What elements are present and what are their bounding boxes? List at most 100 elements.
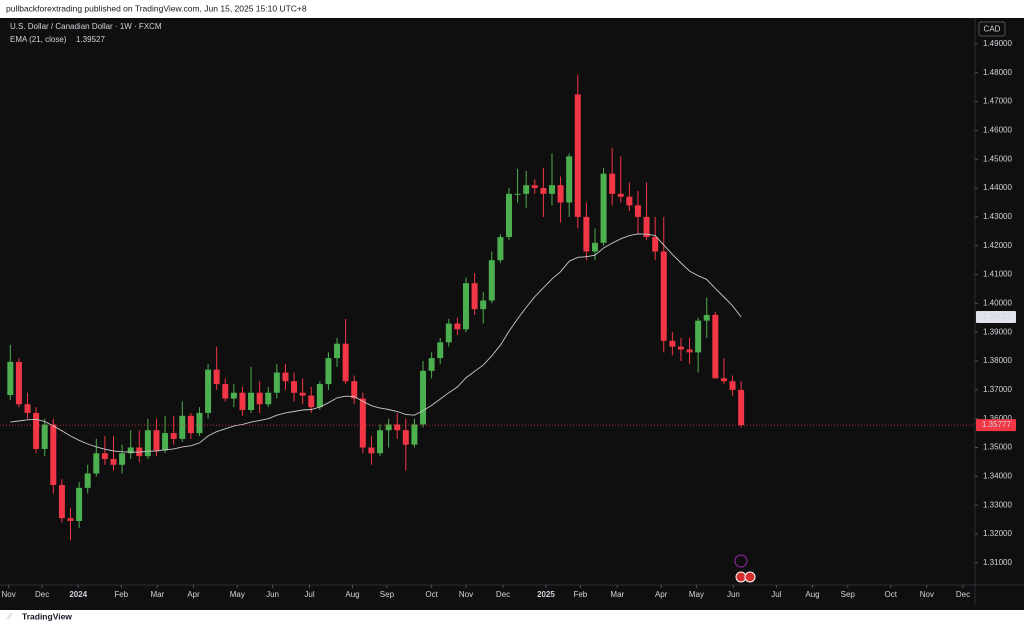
x-tick-label: Dec <box>35 590 49 599</box>
x-tick-label: Jul <box>771 590 781 599</box>
y-tick-label: 1.46000 <box>983 126 1012 135</box>
candle-body <box>248 392 255 411</box>
candle-body <box>316 384 323 408</box>
y-tick-label: 1.41000 <box>983 270 1012 279</box>
x-tick-label: Sep <box>841 590 856 599</box>
x-tick-label: Mar <box>150 590 164 599</box>
y-tick-label: 1.38000 <box>983 356 1012 365</box>
candle-body <box>359 398 366 448</box>
y-tick-label: 1.45000 <box>983 154 1012 163</box>
currency-box[interactable] <box>978 21 1006 37</box>
candle-body <box>600 173 607 243</box>
x-tick-label: May <box>230 590 245 599</box>
candle-body <box>170 433 177 439</box>
chart-bg <box>0 18 1024 610</box>
candle-body <box>471 283 478 310</box>
candle-body <box>411 424 418 445</box>
candle-body <box>33 412 40 449</box>
candle-body <box>634 205 641 217</box>
currency: CAD <box>984 25 1001 34</box>
y-tick-label: 1.44000 <box>983 183 1012 192</box>
candle-body <box>591 242 598 252</box>
candle-body <box>652 237 659 252</box>
candle-body <box>445 323 452 343</box>
y-tick-label: 1.36000 <box>983 414 1012 423</box>
candle-body <box>505 193 512 238</box>
candle-body <box>119 453 126 465</box>
x-tick-label: Nov <box>1 590 15 599</box>
candle-body <box>342 343 349 382</box>
candle-body <box>566 156 573 203</box>
candle-body <box>609 173 616 194</box>
candle-body <box>144 430 151 457</box>
candle-body <box>454 323 461 330</box>
candle-body <box>7 361 14 396</box>
x-tick-label: Jun <box>266 590 279 599</box>
candle-body <box>308 395 315 408</box>
x-tick-label: Aug <box>805 590 819 599</box>
y-tick-label: 1.42000 <box>983 241 1012 250</box>
candle-body <box>351 381 358 399</box>
candle-body <box>514 193 521 195</box>
candle-body <box>583 216 590 252</box>
candle-body <box>617 193 624 197</box>
y-tick-label: 1.47000 <box>983 97 1012 106</box>
candle-body <box>213 369 220 385</box>
candle-body <box>325 358 332 385</box>
candle-body <box>686 349 693 353</box>
y-tick-label: 1.34000 <box>983 471 1012 480</box>
candle-body <box>239 392 246 411</box>
candle-body <box>273 372 280 393</box>
candle-body <box>230 392 237 399</box>
candle-body <box>24 404 31 413</box>
candle-body <box>299 392 306 396</box>
candle-body <box>222 384 229 399</box>
candle-body <box>712 314 719 379</box>
candle-body <box>540 188 547 194</box>
candle-body <box>463 283 470 330</box>
event-icon[interactable] <box>734 554 748 568</box>
event-icons[interactable] <box>734 554 756 583</box>
y-tick-label: 1.40000 <box>983 298 1012 307</box>
candle-body <box>488 260 495 301</box>
x-tick-label: May <box>689 590 704 599</box>
brand: TradingView <box>22 611 72 621</box>
candle-body <box>669 340 676 347</box>
x-tick-label: Jul <box>304 590 314 599</box>
candle-body <box>420 370 427 425</box>
y-tick-label: 1.37000 <box>983 385 1012 394</box>
candle-body <box>385 424 392 431</box>
candle-body <box>41 424 48 449</box>
candle-body <box>394 424 401 431</box>
candle-body <box>368 447 375 454</box>
y-tick-label: 1.49000 <box>983 39 1012 48</box>
x-tick-label: 2025 <box>537 590 555 599</box>
candle-body <box>67 518 74 522</box>
ema-legend-value: 1.39527 <box>76 35 105 44</box>
candle-body <box>497 237 504 261</box>
candle-body <box>402 430 409 445</box>
candle-body <box>93 453 100 474</box>
candle-body <box>574 94 581 217</box>
x-tick-label: Feb <box>573 590 587 599</box>
candle-body <box>531 185 538 189</box>
x-tick-label: Sep <box>380 590 395 599</box>
ema-value-label: 1.39527 <box>982 312 1011 321</box>
x-tick-label: Jun <box>727 590 740 599</box>
candle-body <box>660 251 667 341</box>
candle-body <box>738 389 745 426</box>
x-tick-label: Apr <box>655 590 668 599</box>
candle-body <box>127 447 134 454</box>
candle-body <box>58 484 65 519</box>
candle-body <box>523 185 530 194</box>
x-tick-label: Nov <box>920 590 934 599</box>
candle-body <box>196 412 203 434</box>
event-icon[interactable] <box>744 571 756 583</box>
x-tick-label: Apr <box>187 590 200 599</box>
candle-body <box>557 185 564 203</box>
x-tick-label: Nov <box>459 590 473 599</box>
candle-body <box>729 381 736 390</box>
symbol-title: U.S. Dollar / Canadian Dollar · 1W · FXC… <box>10 22 162 31</box>
candle-body <box>205 369 212 413</box>
candle-body <box>377 430 384 454</box>
